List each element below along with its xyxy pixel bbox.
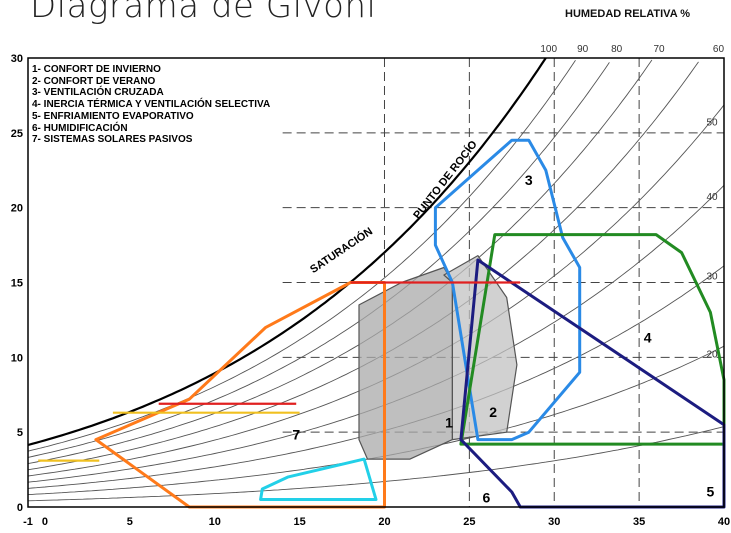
- page-title: Diagrama de Givoni: [30, 0, 377, 26]
- rh-curve: [27, 59, 653, 465]
- legend-item-6: 6- HUMIDIFICACIÓN: [32, 122, 128, 134]
- rh-top-label: 70: [654, 44, 666, 55]
- zone-6: [259, 457, 378, 501]
- y-tick-label: 0: [17, 502, 23, 514]
- x-tick-label: -1: [23, 516, 33, 528]
- y-tick-label: 10: [11, 352, 23, 364]
- zone-3: [433, 138, 582, 442]
- legend-item-5: 5- ENFRIAMIENTO EVAPORATIVO: [32, 110, 194, 122]
- zones-layer: [38, 138, 726, 509]
- legend: 1- CONFORT DE INVIERNO 2- CONFORT DE VER…: [32, 64, 270, 146]
- rh-side-label: 50: [706, 117, 718, 128]
- rh-curve: [27, 62, 610, 458]
- x-tick-label: 35: [633, 516, 645, 528]
- legend-item-3: 3- VENTILACIÓN CRUZADA: [32, 87, 164, 99]
- x-tick-label: 15: [293, 516, 305, 528]
- legend-item-2: 2- CONFORT DE VERANO: [32, 75, 156, 87]
- rh-side-label: 40: [706, 192, 718, 203]
- zone-label-3: 3: [525, 172, 533, 188]
- rh-side-label: 20: [706, 349, 718, 360]
- rh-axis-title: HUMEDAD RELATIVA %: [565, 8, 691, 20]
- rh-curve: [27, 426, 725, 502]
- x-tick-label: 30: [548, 516, 560, 528]
- rh-top-label: 100: [540, 44, 557, 55]
- x-tick-label: 5: [127, 516, 133, 528]
- legend-item-1: 1- CONFORT DE INVIERNO: [32, 64, 161, 75]
- punto-de-rocio-label: PUNTO DE ROCÍO: [411, 138, 480, 222]
- y-tick-label: 15: [11, 278, 23, 290]
- y-tick-label: 25: [11, 128, 23, 140]
- zone-7: [94, 281, 386, 509]
- y-tick-label: 5: [17, 427, 23, 439]
- y-tick-label: 20: [11, 203, 23, 215]
- zone-label-1: 1: [445, 415, 453, 431]
- rh-curve: [27, 60, 576, 452]
- zone-1: [358, 266, 453, 460]
- saturation-label: SATURACIÓN: [308, 225, 375, 276]
- rh-top-label: 60: [713, 44, 725, 55]
- zone-label-5: 5: [707, 484, 715, 500]
- zone-label-6: 6: [482, 490, 490, 506]
- plot-frame: [27, 57, 725, 508]
- rh-top-label: 90: [577, 44, 589, 55]
- x-tick-label: 0: [42, 516, 48, 528]
- legend-item-4: 4- INERCIA TÉRMICA Y VENTILACIÓN SELECTI…: [32, 99, 271, 111]
- x-tick-label: 40: [718, 516, 730, 528]
- x-tick-label: 25: [463, 516, 475, 528]
- legend-item-7: 7- SISTEMAS SOLARES PASIVOS: [32, 134, 193, 146]
- y-tick-label: 30: [11, 53, 23, 65]
- rh-side-label: 30: [706, 272, 718, 283]
- x-tick-label: 20: [378, 516, 390, 528]
- rh-top-label: 80: [611, 44, 623, 55]
- zone-label-7: 7: [292, 427, 300, 443]
- zone-label-4: 4: [644, 329, 652, 345]
- zone-4: [459, 233, 726, 446]
- x-tick-label: 10: [209, 516, 221, 528]
- saturation-curve: [27, 57, 547, 447]
- zone-label-2: 2: [489, 404, 497, 420]
